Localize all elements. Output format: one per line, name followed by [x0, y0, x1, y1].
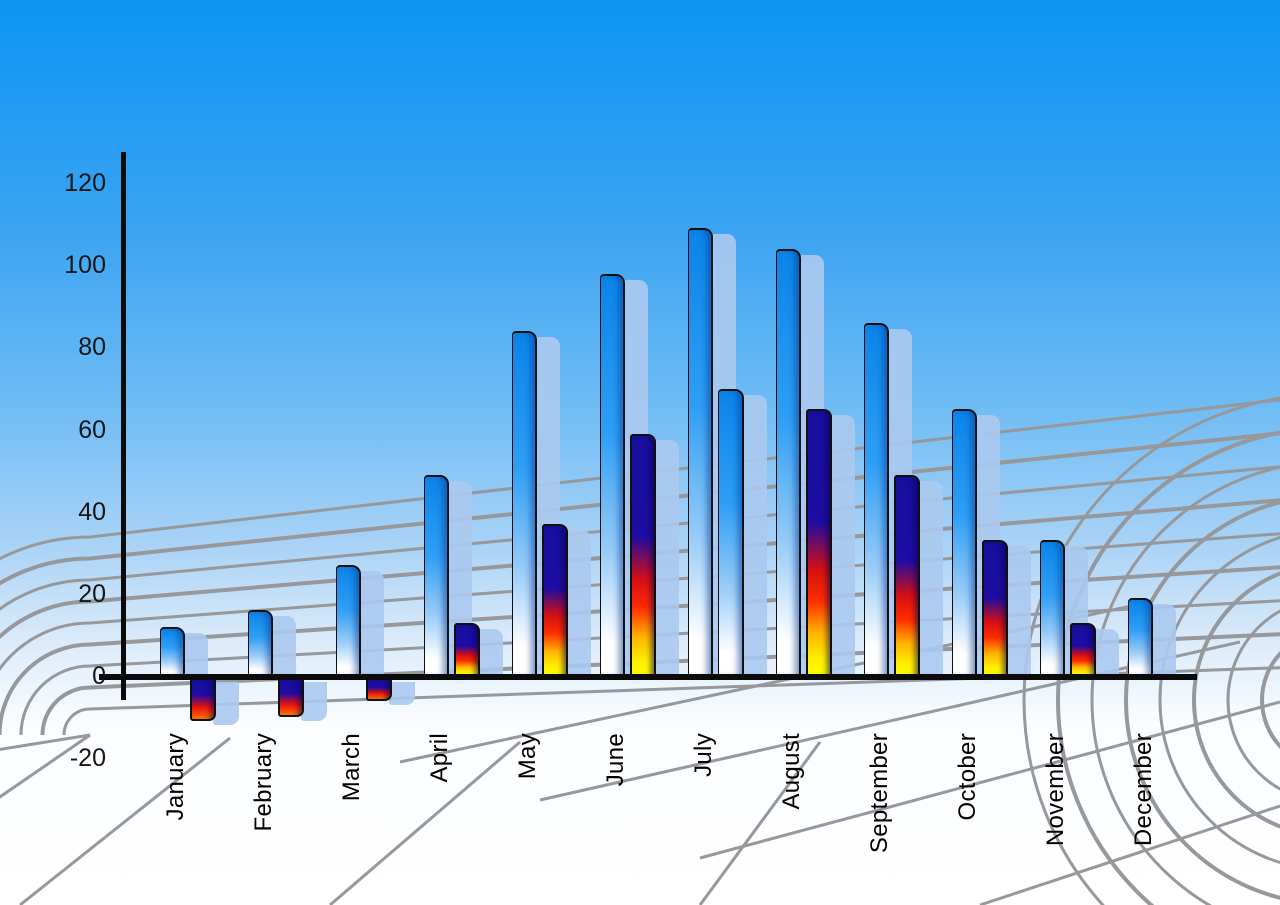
floor-grid-line	[40, 632, 1280, 749]
secondary-bar	[806, 409, 832, 675]
floor-grid-line	[0, 733, 91, 751]
secondary-bar-shadow	[653, 439, 679, 675]
secondary-bar-shadow	[917, 480, 943, 675]
primary-bar	[776, 248, 801, 675]
primary-bar	[424, 474, 449, 675]
month-label: June	[602, 733, 629, 787]
secondary-bar	[630, 433, 656, 675]
secondary-bar	[454, 622, 480, 675]
primary-bar	[688, 228, 713, 675]
secondary-bar-negative	[190, 680, 216, 722]
secondary-bar-negative	[366, 680, 392, 701]
floor-grid-line	[699, 700, 1280, 860]
secondary-bar-negative	[278, 680, 304, 717]
floor-grid-line	[0, 396, 1280, 905]
month-label: January	[162, 733, 189, 821]
y-tick-label: 100	[64, 251, 106, 280]
y-tick-label: 20	[78, 579, 106, 608]
primary-bar	[1040, 540, 1065, 675]
month-label: April	[426, 733, 453, 783]
month-label: March	[338, 733, 365, 802]
y-tick-label: 120	[64, 169, 106, 198]
y-tick-label: -20	[69, 744, 106, 773]
y-tick-label: 60	[78, 415, 106, 444]
primary-bar	[864, 322, 889, 675]
floor-grid-line	[698, 741, 822, 905]
primary-bar	[248, 610, 273, 675]
y-axis-line	[121, 152, 126, 700]
primary-bar	[600, 273, 625, 675]
primary-bar	[512, 331, 537, 675]
primary-bar-shadow	[359, 571, 384, 675]
y-tick-label: 40	[78, 497, 106, 526]
floor-grid-line	[329, 740, 521, 905]
secondary-bar-shadow	[741, 394, 767, 675]
primary-bar-shadow	[183, 632, 208, 675]
month-label: May	[514, 733, 541, 780]
secondary-bar-shadow	[389, 682, 415, 705]
floor-grid-line	[0, 430, 1280, 905]
floor-grid-line	[0, 465, 1280, 905]
month-label: December	[1130, 733, 1157, 847]
x-axis-baseline	[99, 674, 1197, 680]
floor-grid-line	[62, 666, 1280, 736]
month-label: August	[778, 733, 805, 810]
secondary-bar	[982, 540, 1008, 675]
primary-bar	[336, 565, 361, 675]
secondary-bar-shadow	[213, 682, 239, 726]
secondary-bar-shadow	[1005, 546, 1031, 675]
floor-grid-line	[19, 599, 1280, 791]
secondary-bar-shadow	[565, 530, 591, 675]
secondary-bar	[542, 524, 568, 675]
primary-bar	[160, 626, 185, 675]
floor-grid-line	[979, 804, 1280, 905]
y-tick-label: 0	[18, 661, 106, 691]
primary-bar-shadow	[271, 616, 296, 675]
primary-bar-shadow	[1151, 603, 1176, 675]
floor-grid-line	[0, 565, 1280, 829]
month-label: February	[250, 733, 277, 832]
secondary-bar-shadow	[477, 628, 503, 675]
secondary-bar	[894, 474, 920, 675]
secondary-bar-shadow	[1093, 628, 1119, 675]
secondary-bar	[718, 388, 744, 675]
floor-grid-line	[0, 498, 1280, 900]
month-label: October	[954, 733, 981, 821]
floor-grid-line	[0, 733, 91, 799]
secondary-bar-shadow	[829, 415, 855, 675]
y-tick-label: 80	[78, 333, 106, 362]
month-label: July	[690, 733, 717, 777]
floor-grid-line	[19, 736, 231, 905]
floor-grid-line	[539, 640, 1241, 802]
secondary-bar-shadow	[301, 682, 327, 721]
primary-bar	[952, 409, 977, 675]
secondary-bar	[1070, 622, 1096, 675]
primary-bar	[1128, 597, 1153, 675]
